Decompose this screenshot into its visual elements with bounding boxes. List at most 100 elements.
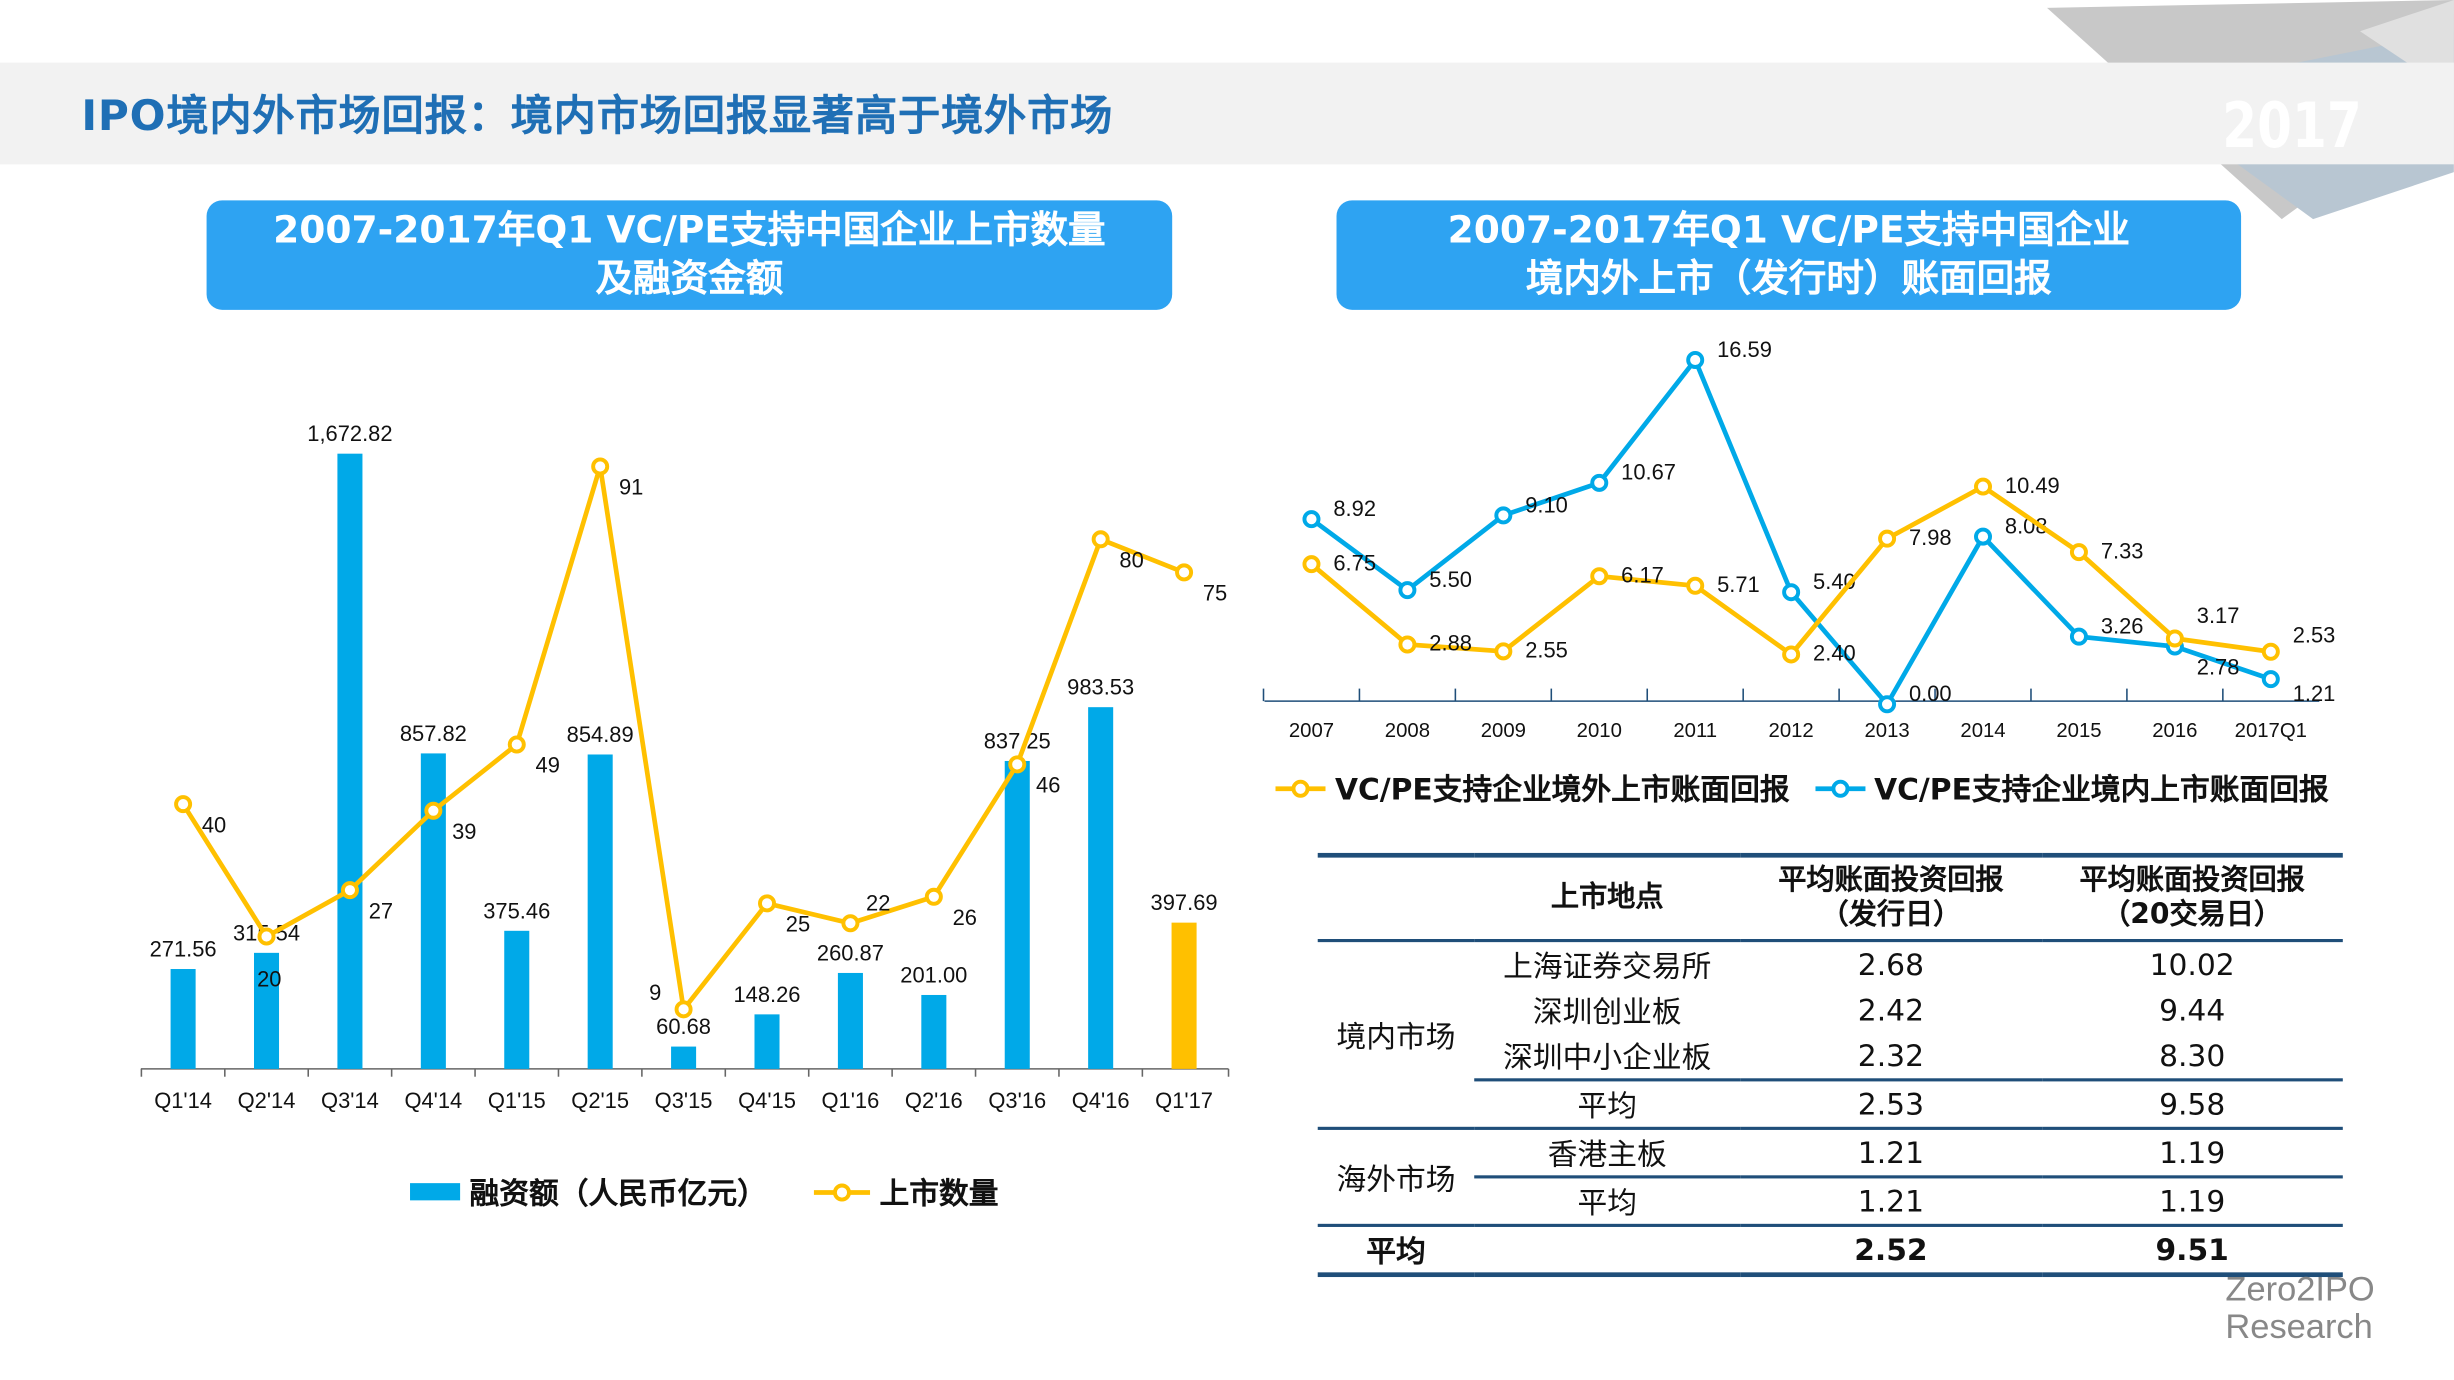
table-row: 深圳中小企业板 2.32 8.30: [1318, 1032, 2343, 1082]
count-value-label: 40: [202, 812, 226, 837]
x-tick-label: 2016: [2152, 720, 2197, 742]
legend-domestic-label: VC/PE支持企业境内上市账面回报: [1874, 773, 2329, 808]
x-tick-label: 2012: [1769, 720, 1814, 742]
overseas-point: [2069, 543, 2088, 562]
bar-value-label: 397.69: [1151, 890, 1218, 915]
overseas-point: [2261, 642, 2280, 661]
domestic-point: [2261, 670, 2280, 689]
legend-domestic-swatch: [1814, 778, 1865, 797]
x-tick-label: Q2'14: [238, 1088, 296, 1113]
cell-b: 1.19: [2041, 1128, 2343, 1179]
bar-value-label: 375.46: [483, 898, 550, 923]
legend-overseas-swatch: [1275, 778, 1326, 797]
bar: [1171, 922, 1197, 1069]
cell-a: 1.21: [1740, 1128, 2042, 1179]
count-value-label: 9: [649, 980, 661, 1005]
domestic-value-label: 9.10: [1525, 492, 1568, 517]
cell-b: 9.58: [2041, 1079, 2343, 1130]
overseas-value-label: 2.55: [1525, 638, 1568, 663]
bar: [671, 1046, 697, 1069]
overseas-value-label: 2.88: [1429, 631, 1472, 656]
domestic-point: [1302, 510, 1321, 529]
overseas-value-label: 10.49: [2005, 473, 2060, 498]
year-badge: 2017: [2222, 90, 2362, 163]
domestic-point: [1590, 473, 1609, 492]
count-value-label: 49: [536, 753, 560, 778]
table-row: 平均 1.21 1.19: [1318, 1176, 2343, 1227]
domestic-value-label: 2.78: [2197, 655, 2240, 680]
overseas-value-label: 6.17: [1621, 562, 1664, 587]
overseas-value-label: 2.53: [2293, 622, 2336, 647]
count-point: [424, 801, 443, 820]
x-tick-label: 2014: [1960, 720, 2005, 742]
x-tick-label: Q2'15: [571, 1088, 629, 1113]
x-tick-label: Q4'15: [738, 1088, 796, 1113]
cell-place: 平均: [1474, 1176, 1741, 1227]
cell-a: 2.53: [1740, 1079, 2042, 1130]
domestic-value-label: 16.59: [1717, 337, 1772, 362]
x-tick-label: 2011: [1673, 720, 1717, 742]
x-tick-label: 2013: [1864, 720, 1909, 742]
domestic-point: [1686, 350, 1705, 369]
domestic-point: [1398, 581, 1417, 600]
overseas-value-label: 7.33: [2101, 538, 2144, 563]
bar-value-label: 983.53: [1067, 675, 1134, 700]
bar: [837, 972, 863, 1069]
overseas-value-label: 6.75: [1333, 550, 1376, 575]
x-tick-label: Q4'14: [404, 1088, 462, 1113]
bar-value-label: 857.82: [400, 721, 467, 746]
x-tick-label: Q1'17: [1155, 1088, 1213, 1113]
x-tick-label: 2010: [1577, 720, 1622, 742]
x-tick-label: Q3'15: [655, 1088, 713, 1113]
count-point: [758, 894, 777, 913]
overseas-value-label: 3.17: [2197, 603, 2240, 628]
cell-place: 平均: [1474, 1079, 1741, 1130]
domestic-point: [2165, 637, 2184, 656]
x-tick-label: 2007: [1289, 720, 1334, 742]
col-place: 上市地点: [1474, 852, 1741, 943]
domestic-line: [1310, 355, 2272, 709]
domestic-point: [2069, 627, 2088, 646]
bar-value-label: 1,672.82: [307, 421, 392, 446]
right-legend: VC/PE支持企业境外上市账面回报 VC/PE支持企业境内上市账面回报: [1275, 767, 2329, 809]
bar: [337, 453, 363, 1069]
bar: [1088, 707, 1114, 1069]
count-point: [674, 1000, 693, 1019]
cell-b: 10.02: [2149, 947, 2235, 983]
legend-bar-swatch: [410, 1183, 461, 1201]
domestic-point: [1782, 583, 1801, 602]
overseas-point: [1782, 645, 1801, 664]
bar: [1004, 760, 1030, 1069]
cell-b: 1.19: [2041, 1176, 2343, 1227]
overseas-value-label: 7.98: [1909, 525, 1952, 550]
legend-line-swatch: [813, 1182, 871, 1201]
brand-logo: Zero2IPO Research: [2225, 1270, 2374, 1346]
table-total-row: 平均 2.52 9.51: [1317, 1225, 2343, 1278]
x-tick-label: 2009: [1481, 720, 1526, 742]
domestic-value-label: 0.00: [1909, 681, 1952, 706]
brand-line2: Research: [2225, 1306, 2373, 1346]
overseas-line: [1309, 483, 2272, 658]
count-point: [924, 887, 943, 906]
domestic-value-label: 8.08: [2005, 513, 2048, 538]
cell-a: 2.68: [1857, 947, 1925, 983]
overseas-point: [1686, 576, 1705, 595]
right-chart-header: 2007-2017年Q1 VC/PE支持中国企业 境内外上市（发行时）账面回报: [1336, 200, 2242, 310]
count-point: [1175, 563, 1194, 582]
bar: [170, 969, 196, 1069]
count-value-label: 25: [786, 912, 810, 937]
domestic-point: [1974, 527, 1993, 546]
domestic-point: [1494, 506, 1513, 525]
bar: [253, 952, 280, 1069]
bar-value-label: 837.25: [984, 728, 1051, 753]
legend-bar-label: 融资额（人民币亿元）: [469, 1176, 767, 1212]
count-point: [340, 881, 359, 900]
count-value-label: 91: [619, 475, 643, 500]
right-header-line2: 境内外上市（发行时）账面回报: [1525, 256, 2052, 301]
count-value-label: 46: [1036, 773, 1060, 798]
domestic-point: [1878, 695, 1897, 714]
count-value-label: 22: [866, 891, 890, 916]
bar: [754, 1014, 780, 1069]
count-value-label: 80: [1119, 547, 1143, 572]
table-row: 海外市场 香港主板 1.21 1.19: [1317, 1128, 2343, 1227]
